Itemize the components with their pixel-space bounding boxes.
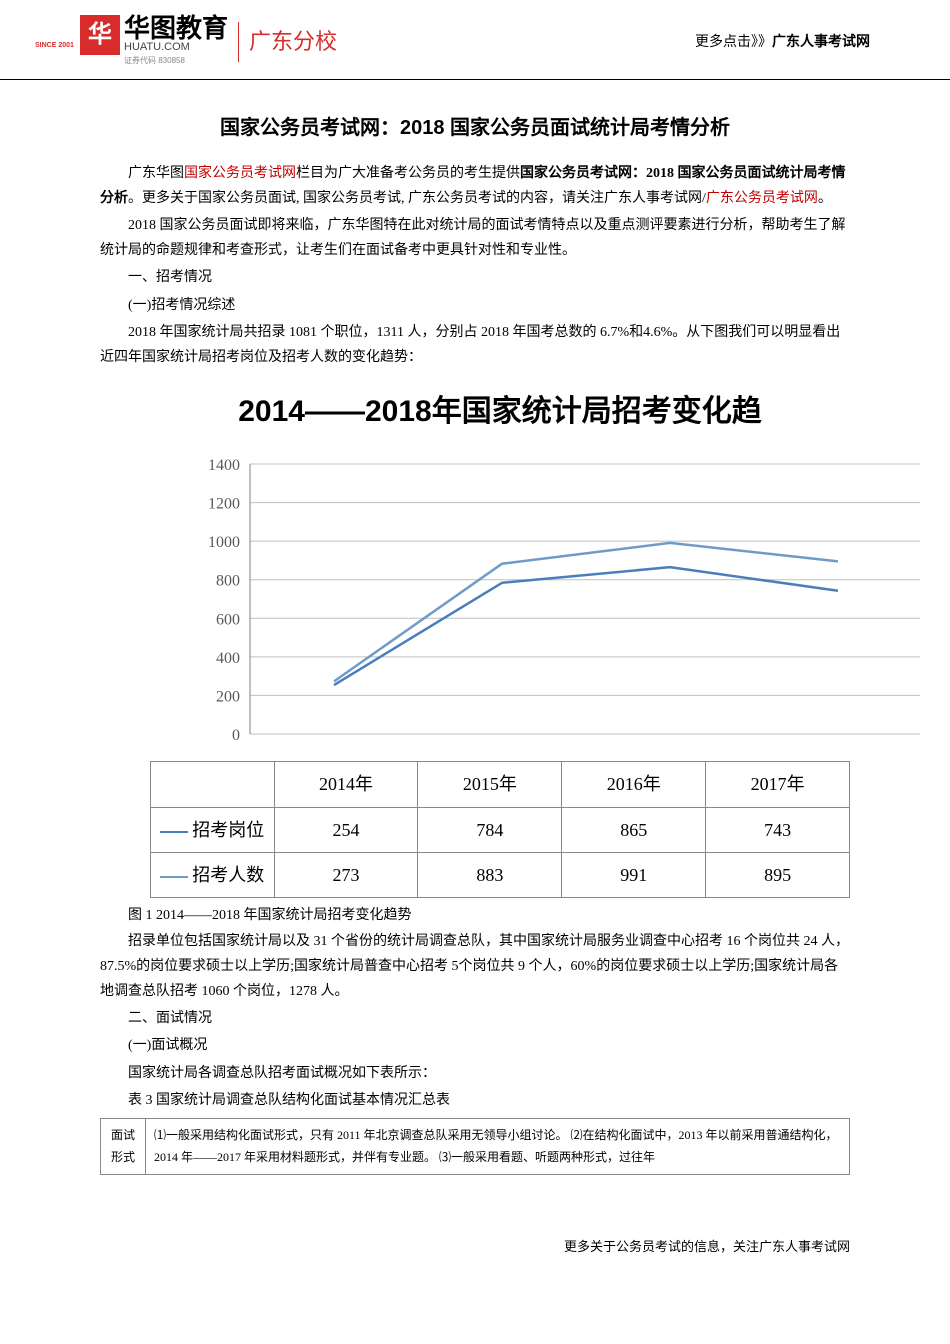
chart-svg-wrap: 0 200 400 600 800 1000 1200 1400	[180, 454, 850, 762]
page-footer: 更多关于公务员考试的信息，关注广东人事考试网	[0, 1195, 950, 1278]
para-2: 2018 国家公务员面试即将来临，广东华图特在此对统计局的面试考情特点以及重点测…	[100, 213, 850, 263]
logo-code: 证券代码 830858	[124, 54, 228, 68]
svg-text:200: 200	[216, 689, 240, 706]
page-title: 国家公务员考试网：2018 国家公务员面试统计局考情分析	[100, 110, 850, 146]
text: 广东华图	[128, 166, 184, 181]
header-right: 更多点击》》广东人事考试网	[695, 29, 870, 54]
link-red[interactable]: 国家公务员考试网	[184, 166, 296, 181]
line-chart: 0 200 400 600 800 1000 1200 1400	[180, 454, 920, 754]
section-2-1: (一)面试概况	[100, 1033, 850, 1058]
content: 国家公务员考试网：2018 国家公务员面试统计局考情分析 广东华图国家公务员考试…	[0, 80, 950, 1196]
chart-data-table: 2014年2015年2016年2017年招考岗位254784865743招考人数…	[150, 761, 850, 898]
text: 栏目为广大准备考公务员的考生提供	[296, 166, 520, 181]
more-click-label: 更多点击》》	[695, 33, 772, 49]
para-3: 2018 年国家统计局共招录 1081 个职位，1311 人，分别占 2018 …	[100, 320, 850, 370]
section-2: 二、面试情况	[100, 1006, 850, 1031]
logo-char: 华	[88, 13, 112, 56]
section-1: 一、招考情况	[100, 265, 850, 290]
svg-text:400: 400	[216, 650, 240, 667]
para-4: 招录单位包括国家统计局以及 31 个省份的统计局调查总队，其中国家统计局服务业调…	[100, 929, 850, 1005]
row-label: 面试形式	[101, 1118, 146, 1174]
chart-caption: 图 1 2014——2018 年国家统计局招考变化趋势	[100, 903, 850, 928]
section-1-1: (一)招考情况综述	[100, 293, 850, 318]
chart-title: 2014——2018年国家统计局招考变化趋	[150, 385, 850, 439]
chart-container: 2014——2018年国家统计局招考变化趋 0 200 400 600 800 1000 1…	[150, 385, 850, 898]
svg-text:600: 600	[216, 611, 240, 628]
logo-en: HUATU.COM	[124, 41, 228, 54]
svg-text:0: 0	[232, 727, 240, 744]
text: 。更多关于国家公务员面试, 国家公务员考试, 广东公务员考试的内容，请关注广东人…	[128, 191, 706, 206]
link-red[interactable]: 广东公务员考试网	[706, 191, 818, 206]
logo-text: 华图教育 HUATU.COM 证券代码 830858	[124, 15, 228, 69]
info-table: 面试形式 ⑴一般采用结构化面试形式，只有 2011 年北京调查总队采用无领导小组…	[100, 1118, 850, 1175]
text: 。	[818, 191, 832, 206]
vertical-divider	[238, 22, 239, 62]
svg-text:800: 800	[216, 573, 240, 590]
page-header: SINCE 2001 华 华图教育 HUATU.COM 证券代码 830858 …	[0, 0, 950, 80]
table3-caption: 表 3 国家统计局调查总队结构化面试基本情况汇总表	[100, 1088, 850, 1113]
logo-icon: SINCE 2001 华	[80, 15, 120, 55]
table-row: 面试形式 ⑴一般采用结构化面试形式，只有 2011 年北京调查总队采用无领导小组…	[101, 1118, 850, 1174]
logo-block: SINCE 2001 华 华图教育 HUATU.COM 证券代码 830858	[80, 15, 228, 69]
row-content: ⑴一般采用结构化面试形式，只有 2011 年北京调查总队采用无领导小组讨论。 ⑵…	[146, 1118, 850, 1174]
para-5: 国家统计局各调查总队招考面试概况如下表所示：	[100, 1061, 850, 1086]
branch-label: 广东分校	[249, 22, 337, 62]
svg-text:1000: 1000	[208, 534, 240, 551]
svg-text:1400: 1400	[208, 457, 240, 474]
header-link[interactable]: 广东人事考试网	[772, 33, 870, 49]
intro-para: 广东华图国家公务员考试网栏目为广大准备考公务员的考生提供国家公务员考试网：201…	[100, 161, 850, 211]
svg-text:1200: 1200	[208, 496, 240, 513]
logo-cn: 华图教育	[124, 15, 228, 41]
since-label: SINCE 2001	[35, 40, 74, 53]
